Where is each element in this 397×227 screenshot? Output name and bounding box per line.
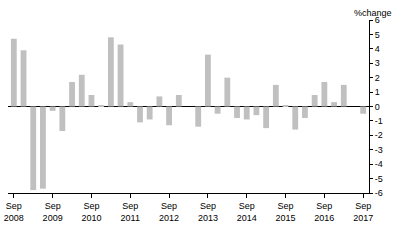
svg-text:Sep2010: Sep2010 [81,201,101,223]
svg-text:Sep2012: Sep2012 [159,201,179,223]
svg-text:%change: %change [354,8,392,18]
svg-text:0: 0 [375,102,380,112]
svg-text:Sep2017: Sep2017 [353,201,373,223]
svg-text:Sep2015: Sep2015 [276,201,296,223]
svg-text:Sep2009: Sep2009 [43,201,63,223]
svg-text:Sep2016: Sep2016 [314,201,334,223]
svg-text:Sep2013: Sep2013 [198,201,218,223]
svg-text:-2: -2 [375,130,383,140]
svg-text:-1: -1 [375,116,383,126]
svg-text:Sep2011: Sep2011 [121,201,140,223]
svg-text:-3: -3 [375,145,383,155]
svg-text:4: 4 [375,44,380,54]
svg-text:-6: -6 [375,188,383,198]
svg-text:-5: -5 [375,174,383,184]
svg-text:Sep2014: Sep2014 [237,201,257,223]
svg-text:3: 3 [375,58,380,68]
svg-text:-4: -4 [375,159,383,169]
svg-text:Sep2008: Sep2008 [4,201,24,223]
svg-text:5: 5 [375,30,380,40]
svg-text:2: 2 [375,73,380,83]
svg-text:6: 6 [375,15,380,25]
svg-text:1: 1 [375,87,380,97]
